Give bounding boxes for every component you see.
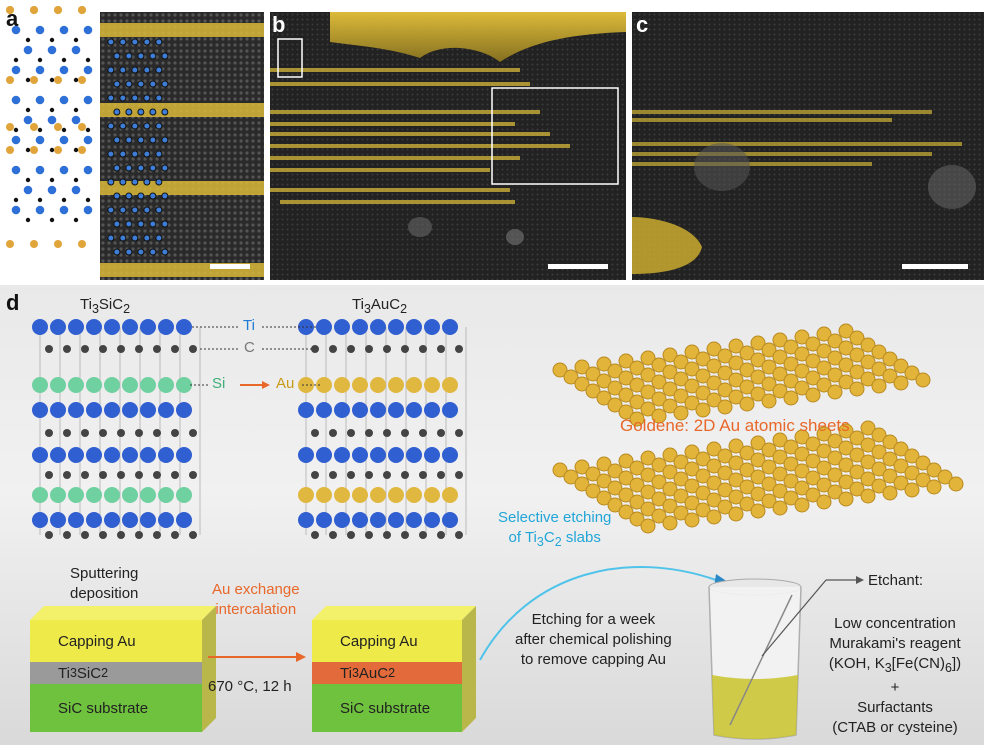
block-1-3d — [30, 606, 216, 732]
panel-b-label: b — [272, 12, 286, 37]
etchant-plus: + — [890, 679, 900, 696]
goldene-label: Goldene: 2D Au atomic sheets — [620, 416, 850, 435]
panel-a-label: a — [6, 6, 19, 31]
block-2-3d — [312, 606, 476, 732]
ti-label: Ti — [243, 317, 255, 334]
c-label: C — [244, 339, 255, 356]
etchant-line2: Murakami's reagent — [829, 635, 961, 652]
au-label: Au — [276, 375, 295, 392]
block-2-ti3auc2-layer: Ti 3 AuC 2 — [340, 664, 396, 682]
ti3auc2-structure-title: Ti3AuC2 — [352, 296, 408, 316]
block-2-sic-substrate: SiC substrate — [340, 699, 431, 717]
beaker-illustration — [708, 578, 802, 740]
etching-description: Etching for a week after chemical polishi… — [515, 611, 672, 668]
goldene-sheets-illustration — [552, 323, 964, 534]
block-1-capping-au: Capping Au — [58, 632, 136, 650]
scale-bar-c — [902, 264, 968, 269]
stem-image-c — [632, 12, 984, 280]
conditions-label: 670 °C, 12 h — [208, 678, 292, 695]
etchant-line4: Surfactants — [857, 699, 933, 716]
si-label: Si — [212, 375, 226, 392]
block-1-ti3sic2-layer: Ti 3 SiC 2 — [58, 664, 109, 682]
etchant-line1: Low concentration — [834, 615, 956, 632]
au-exchange-label: Au exchange intercalation — [212, 581, 300, 618]
sputtering-label: Sputtering deposition — [70, 565, 139, 602]
stem-image-b — [270, 12, 626, 280]
etchant-title: Etchant: — [868, 572, 924, 589]
exchange-arrow — [208, 652, 306, 662]
etchant-line5: (CTAB or cysteine) — [832, 719, 958, 736]
panel-c-label: c — [636, 12, 649, 37]
etchant-pointer — [761, 576, 864, 657]
block-1-sic-substrate: SiC substrate — [58, 699, 149, 717]
stem-image-a — [100, 12, 264, 280]
scale-bar-a — [210, 264, 250, 269]
scale-bar-b — [548, 264, 608, 269]
etchant-details: Low concentration Murakami's reagent (KO… — [806, 614, 984, 738]
panel-d-label: d — [6, 290, 20, 315]
block-2-capping-au: Capping Au — [340, 632, 418, 650]
selective-etching-label: Selective etching of Ti3C2 slabs — [498, 509, 612, 549]
atomic-model-illustration — [6, 6, 93, 248]
ti3sic2-structure-title: Ti3SiC2 — [80, 296, 131, 316]
crystal-structures — [32, 319, 467, 539]
etchant-line3: (KOH, K3[Fe(CN)6]) — [828, 655, 962, 675]
